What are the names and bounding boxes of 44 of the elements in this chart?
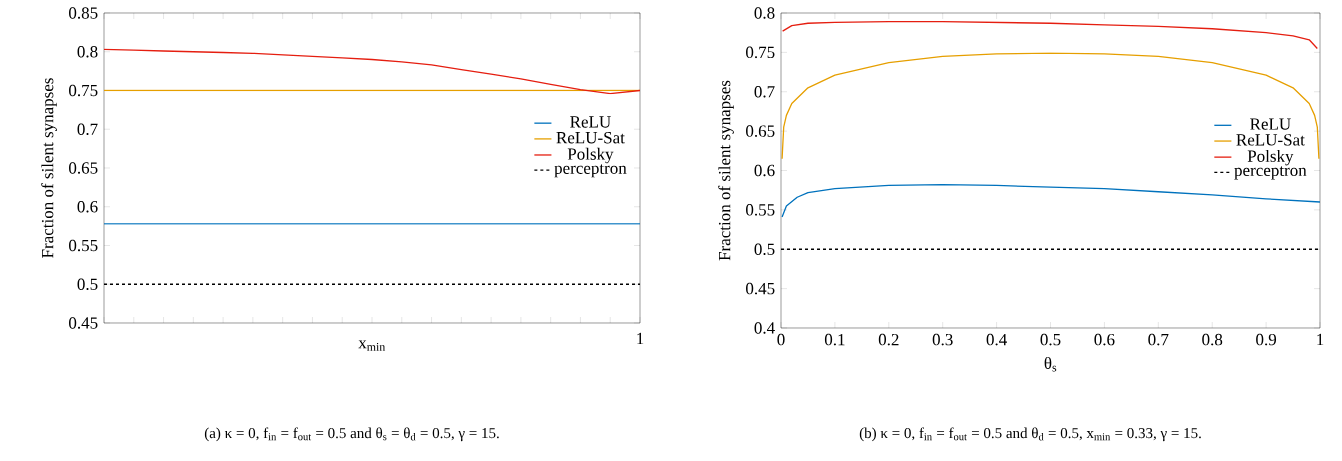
legend-label: Polsky	[1247, 149, 1294, 166]
legend-label: ReLU	[570, 116, 611, 128]
y-tick-label: 0.6	[77, 200, 98, 213]
y-tick-label: 0.75	[746, 46, 775, 59]
x-tick-label: 0.4	[986, 333, 1007, 346]
x-tick-label: 0.6	[1094, 333, 1115, 346]
y-axis-title: Fraction of silent synapses	[718, 80, 734, 261]
x-tick-label: 0.8	[1202, 333, 1223, 346]
x-tick-label: 0	[777, 333, 785, 346]
text: (a) κ = 0, f$_{in}$ = f$_{out}$ = 0.5 and θ$_{s}$ = θ$_{d}$ = 0.5, γ = 15.	[204, 427, 499, 442]
x-tick-label: 0.5	[1040, 333, 1061, 346]
legend-label: Polsky	[567, 147, 614, 164]
y-axis-title: Fraction of silent synapses	[41, 78, 57, 258]
y-tick-label: 0.7	[754, 85, 775, 98]
y-tick-label: 0.5	[754, 243, 775, 256]
x-tick-label: 0.1	[824, 333, 845, 346]
y-tick-label: 0.75	[69, 84, 98, 97]
y-tick-label: 0.65	[746, 125, 775, 137]
x-tick-label: 0.9	[1256, 333, 1277, 346]
line-series	[781, 184, 1321, 218]
y-tick-label: 0.5	[77, 278, 98, 291]
y-tick-label: 0.4	[754, 322, 775, 334]
y-tick-label: 0.85	[69, 7, 98, 19]
legend-label: ReLU-Sat	[556, 132, 625, 144]
y-tick-label: 0.55	[746, 204, 775, 216]
y-tick-label: 0.8	[754, 7, 775, 19]
x-axis-title: x$_{min}$	[358, 340, 386, 351]
y-tick-label: 0.65	[69, 162, 98, 174]
text: (b) κ = 0, f$_{in}$ = f$_{out}$ = 0.5 and θ$_{d}$ = 0.5, x$_{min}$ = 0.33, γ = 15.	[859, 427, 1201, 442]
x-tick-label: 0.7	[1148, 333, 1169, 346]
x-tick-label: 0.2	[878, 333, 899, 346]
y-tick-label: 0.45	[69, 317, 98, 329]
legend-label: perceptron	[554, 164, 627, 178]
y-tick-label: 0.6	[754, 164, 775, 177]
legend-label: perceptron	[1234, 166, 1307, 180]
y-tick-label: 0.45	[746, 282, 775, 295]
legend-label: ReLU	[1250, 118, 1291, 130]
y-tick-label: 0.7	[77, 123, 98, 136]
legend-label: ReLU-Sat	[1236, 134, 1305, 146]
y-tick-label: 0.8	[77, 45, 98, 58]
y-tick-label: 0.55	[69, 239, 98, 252]
x-tick-label: 1	[1317, 333, 1324, 346]
x-axis-title: θ$_{s}$	[1044, 356, 1057, 372]
x-tick-label: 0.3	[932, 333, 953, 346]
